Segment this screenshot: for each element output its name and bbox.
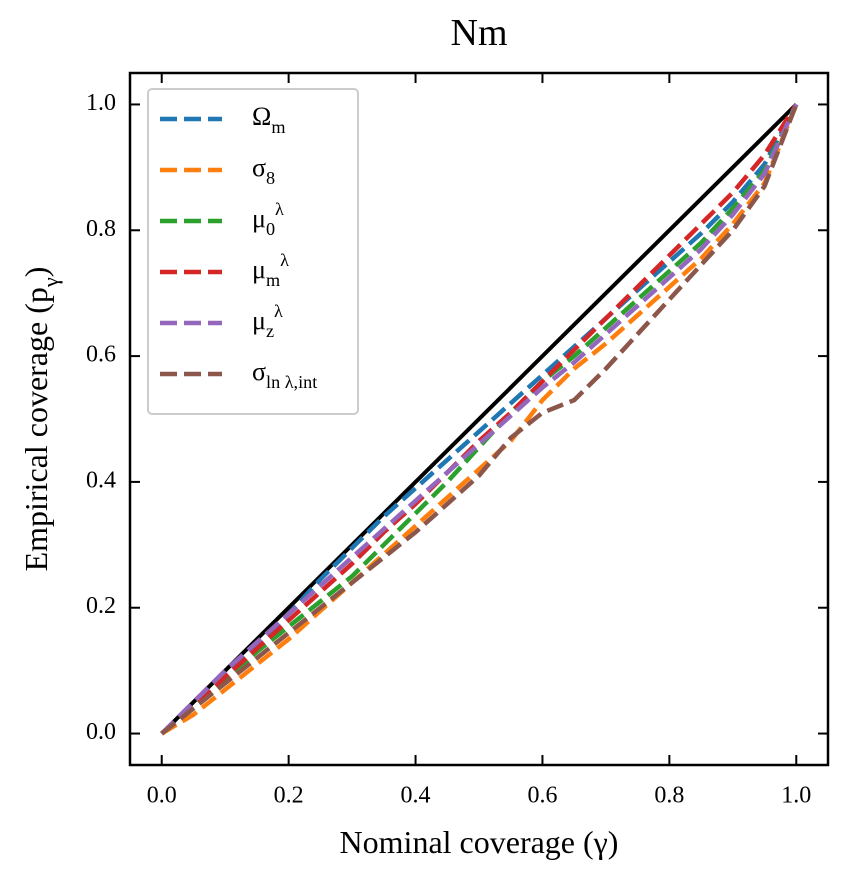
y-tick-label: 0.2 [86,593,116,619]
x-tick-label: 0.0 [147,783,177,809]
x-tick-label: 0.8 [654,783,684,809]
legend-label: σ8 [252,153,275,188]
reference-line [160,103,798,735]
x-tick-label: 0.2 [274,783,304,809]
x-tick-label: 1.0 [781,783,811,809]
y-axis-label: Empirical coverage (pγ) [18,267,62,572]
x-axis-label: Nominal coverage (γ) [340,824,619,860]
series-line [160,103,799,736]
y-tick-label: 1.0 [86,90,116,116]
x-tick-label: 0.4 [401,783,431,809]
legend-label: μ0λ [252,199,284,239]
series-line [160,103,799,736]
chart-title: Nm [451,12,508,54]
plot-frame [128,71,830,767]
series-line [160,103,799,736]
x-tick-label: 0.6 [527,783,557,809]
y-tick-label: 0.6 [86,342,116,368]
series-line [160,103,799,736]
y-tick-label: 0.4 [86,467,116,493]
y-tick-label: 0.0 [86,719,116,745]
legend-label: μmλ [252,250,289,290]
legend-label: σln λ,int [252,357,317,392]
legend-label: μzλ [252,301,283,341]
legend-label: Ωm [252,102,285,137]
y-tick-label: 0.8 [86,216,116,242]
